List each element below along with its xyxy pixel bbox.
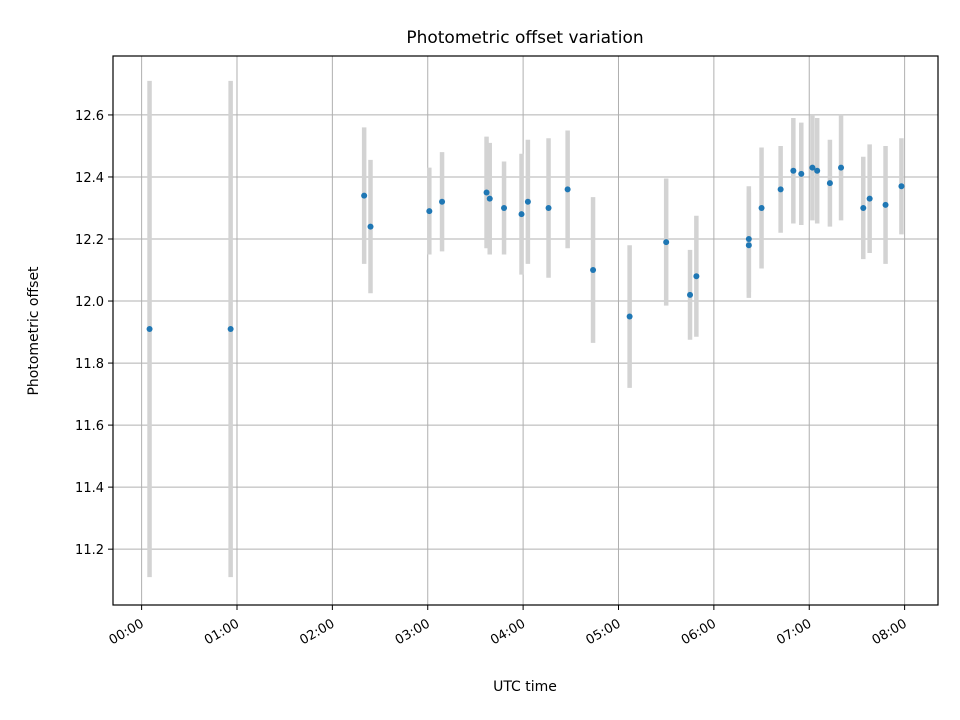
data-point: [777, 186, 784, 193]
y-tick-label: 12.6: [75, 109, 104, 124]
plot-area-frame: [112, 55, 939, 606]
chart-title: Photometric offset variation: [406, 28, 643, 48]
data-point: [838, 164, 845, 171]
data-point: [626, 313, 633, 320]
grid: [113, 56, 938, 605]
data-points: [146, 164, 905, 332]
y-tick-label: 11.6: [75, 419, 104, 434]
x-tick-label: 06:00: [679, 616, 719, 648]
data-point: [483, 189, 490, 196]
data-point: [798, 170, 805, 177]
y-axis-ticks: 11.2 11.4 11.6 11.8 12.0 12.2 12.4 12.6: [75, 109, 113, 558]
x-axis-label: UTC time: [493, 679, 557, 695]
x-tick-label: 05:00: [584, 616, 624, 648]
data-point: [745, 242, 752, 249]
data-point: [545, 204, 552, 211]
data-point: [590, 267, 597, 274]
y-tick-label: 11.8: [75, 357, 104, 372]
data-point: [693, 273, 700, 280]
y-tick-label: 11.4: [75, 481, 104, 496]
data-point: [663, 239, 670, 246]
data-point: [898, 183, 905, 190]
data-point: [367, 223, 374, 230]
data-point: [758, 204, 765, 211]
data-point: [426, 208, 433, 215]
data-point: [860, 204, 867, 211]
errorbars: [147, 80, 904, 578]
x-tick-label: 01:00: [202, 616, 242, 648]
x-tick-label: 03:00: [393, 616, 433, 648]
data-point: [227, 325, 234, 332]
data-point: [439, 198, 446, 205]
y-axis-label: Photometric offset: [26, 266, 42, 396]
y-tick-label: 12.2: [75, 233, 104, 248]
x-tick-label: 08:00: [870, 616, 910, 648]
data-point: [745, 236, 752, 242]
data-point: [501, 204, 508, 211]
x-tick-label: 00:00: [107, 616, 147, 648]
data-point: [146, 325, 153, 332]
x-tick-label: 04:00: [488, 616, 528, 648]
data-point: [826, 180, 833, 187]
data-point: [814, 167, 821, 174]
data-point: [524, 198, 531, 205]
data-point: [809, 164, 816, 171]
data-point: [866, 195, 873, 202]
y-tick-label: 12.4: [75, 171, 104, 186]
data-point: [361, 192, 368, 199]
data-point: [882, 201, 889, 208]
data-point: [518, 211, 525, 218]
y-tick-label: 12.0: [75, 295, 104, 310]
data-point: [687, 291, 694, 298]
y-tick-label: 11.2: [75, 543, 104, 558]
x-axis-ticks: 00:00 01:00 02:00 03:00 04:00 05:00 06:00 07:00…: [107, 605, 910, 648]
data-point: [790, 167, 797, 174]
data-point: [564, 186, 571, 193]
x-tick-label: 02:00: [297, 616, 337, 648]
data-point: [486, 195, 493, 202]
x-tick-label: 07:00: [774, 616, 814, 648]
